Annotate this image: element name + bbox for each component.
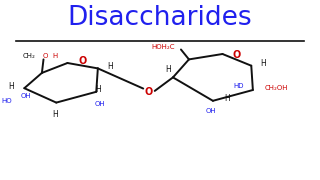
Text: H: H [95, 85, 101, 94]
Text: O: O [78, 56, 87, 66]
Text: O: O [233, 50, 241, 60]
Text: HD: HD [233, 83, 244, 89]
Text: H: H [107, 62, 113, 71]
Text: H: H [260, 59, 266, 68]
Text: H: H [224, 94, 230, 103]
Text: CH₂OH: CH₂OH [264, 85, 288, 91]
Text: H: H [165, 65, 171, 74]
Text: H: H [52, 53, 57, 59]
Text: OH: OH [206, 108, 217, 114]
Text: O: O [43, 53, 48, 59]
Text: Disaccharides: Disaccharides [68, 5, 252, 31]
Text: H: H [52, 110, 58, 119]
Text: HOH₂C: HOH₂C [152, 44, 175, 50]
Text: HO: HO [1, 98, 12, 104]
Text: OH: OH [94, 100, 105, 107]
Text: OH: OH [20, 93, 31, 99]
Text: H: H [8, 82, 14, 91]
Text: CH₂: CH₂ [23, 53, 36, 59]
Text: O: O [145, 87, 153, 97]
